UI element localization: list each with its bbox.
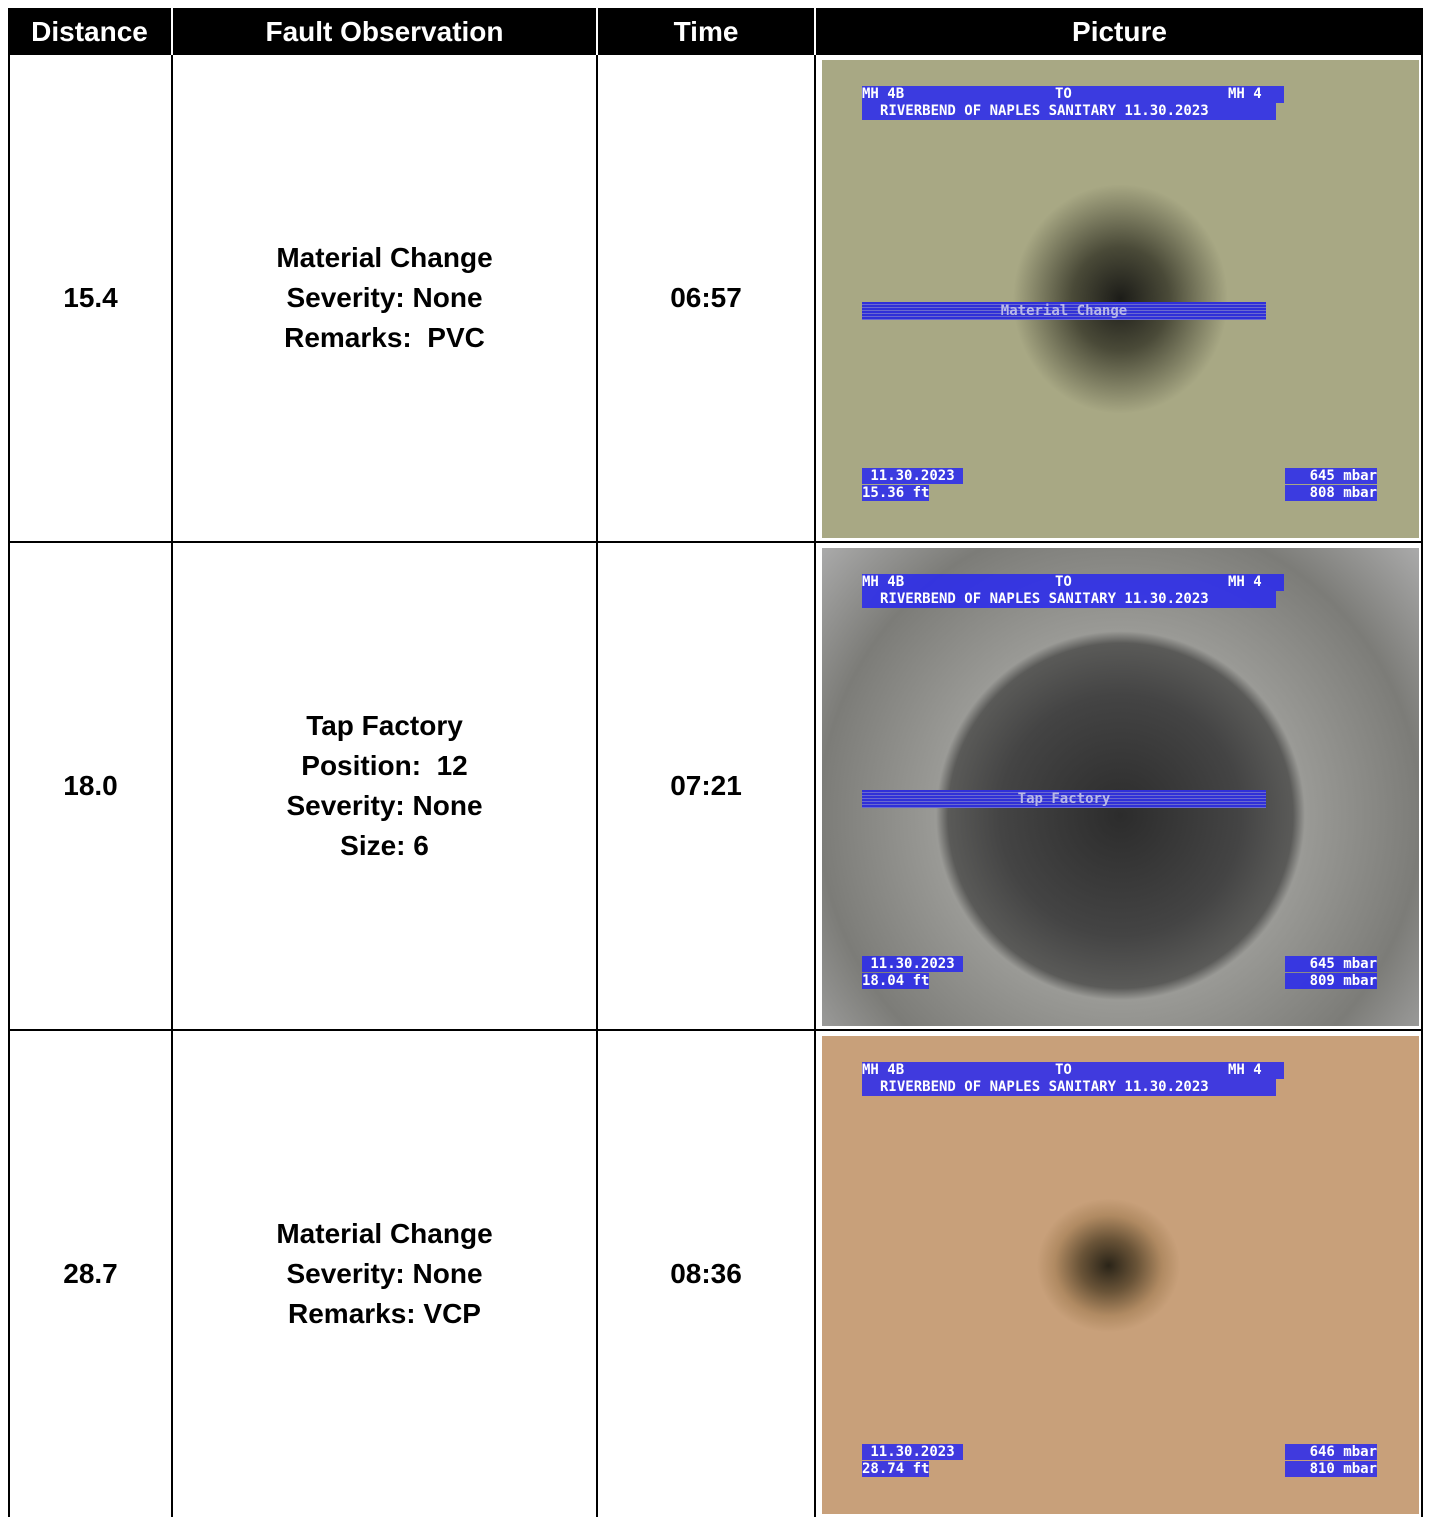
overlay-from: MH 4B xyxy=(862,86,905,102)
overlay-footage: 15.36 ft xyxy=(862,485,930,501)
picture-cell: MH 4B TO MH 4 RIVERBEND OF NAPLES SANITARY … xyxy=(816,55,1423,543)
time-cell: 08:36 xyxy=(598,1031,816,1517)
observation-line: Size: 6 xyxy=(340,830,429,861)
overlay-to: MH 4 xyxy=(1228,1062,1262,1078)
overlay-fault: Material Change xyxy=(862,302,1266,320)
overlay-pressure: 645 mbar xyxy=(1285,956,1377,972)
inspection-photo: MH 4B TO MH 4 RIVERBEND OF NAPLES SANITARY … xyxy=(822,60,1419,538)
observation-line: Position: 12 xyxy=(301,750,468,781)
observation-line: Material Change xyxy=(276,1218,493,1249)
overlay-from: MH 4B xyxy=(862,1062,905,1078)
observation-line: Tap Factory xyxy=(306,710,463,741)
overlay-fault: Tap Factory xyxy=(862,790,1266,808)
observation-cell: Tap Factory Position: 12 Severity: None Siz… xyxy=(173,543,598,1031)
observation-line: Remarks: PVC xyxy=(284,322,485,353)
distance-cell: 15.4 xyxy=(8,55,173,543)
overlay-to: MH 4 xyxy=(1228,574,1262,590)
header-cell: Fault Observation xyxy=(173,8,598,55)
overlay-pressure: 810 mbar xyxy=(1285,1461,1377,1477)
observation-cell: Material Change Severity: None Remarks: VC… xyxy=(173,1031,598,1517)
overlay-pressure: 809 mbar xyxy=(1285,973,1377,989)
header-cell: Picture xyxy=(816,8,1423,55)
distance-cell: 18.0 xyxy=(8,543,173,1031)
overlay-to-label: TO xyxy=(1055,86,1072,102)
distance-cell: 28.7 xyxy=(8,1031,173,1517)
overlay-band xyxy=(862,86,1284,103)
overlay-band xyxy=(862,574,1284,591)
time-cell: 06:57 xyxy=(598,55,816,543)
overlay-to-label: TO xyxy=(1055,574,1072,590)
overlay-footage: 18.04 ft xyxy=(862,973,930,989)
inspection-photo: MH 4B TO MH 4 RIVERBEND OF NAPLES SANITARY … xyxy=(822,1036,1419,1514)
overlay-from: MH 4B xyxy=(862,574,905,590)
overlay-date: 11.30.2023 xyxy=(862,1444,963,1460)
overlay-date: 11.30.2023 xyxy=(862,956,963,972)
overlay-date: 11.30.2023 xyxy=(862,468,963,484)
overlay-to: MH 4 xyxy=(1228,86,1262,102)
overlay-footage: 28.74 ft xyxy=(862,1461,930,1477)
overlay-project: RIVERBEND OF NAPLES SANITARY 11.30.2023 xyxy=(880,103,1209,119)
observation-line: Severity: None xyxy=(286,1258,483,1289)
overlay-project: RIVERBEND OF NAPLES SANITARY 11.30.2023 xyxy=(880,1079,1209,1095)
overlay-pressure: 646 mbar xyxy=(1285,1444,1377,1460)
observation-cell: Material Change Severity: None Remarks: PV… xyxy=(173,55,598,543)
observation-line: Severity: None xyxy=(286,790,483,821)
header-cell: Time xyxy=(598,8,816,55)
header-cell: Distance xyxy=(8,8,173,55)
observation-line: Severity: None xyxy=(286,282,483,313)
observation-line: Material Change xyxy=(276,242,493,273)
picture-cell: MH 4B TO MH 4 RIVERBEND OF NAPLES SANITARY … xyxy=(816,543,1423,1031)
overlay-pressure: 808 mbar xyxy=(1285,485,1377,501)
overlay-band xyxy=(862,103,1276,120)
overlay-pressure: 645 mbar xyxy=(1285,468,1377,484)
time-cell: 07:21 xyxy=(598,543,816,1031)
overlay-to-label: TO xyxy=(1055,1062,1072,1078)
overlay-band xyxy=(862,591,1276,608)
overlay-project: RIVERBEND OF NAPLES SANITARY 11.30.2023 xyxy=(880,591,1209,607)
picture-cell: MH 4B TO MH 4 RIVERBEND OF NAPLES SANITARY … xyxy=(816,1031,1423,1517)
overlay-band xyxy=(862,1062,1284,1079)
overlay-band xyxy=(862,1079,1276,1096)
inspection-photo: MH 4B TO MH 4 RIVERBEND OF NAPLES SANITARY … xyxy=(822,548,1419,1026)
observation-line: Remarks: VCP xyxy=(288,1298,481,1329)
